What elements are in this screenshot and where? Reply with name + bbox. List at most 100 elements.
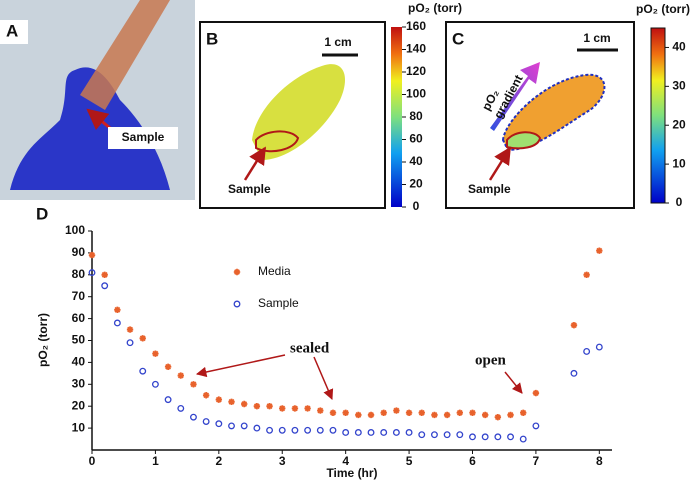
x-tick-label: 2 [215,454,222,468]
colorbar-tick-label: 0 [676,195,683,209]
data-point [456,409,464,416]
panel-c: C 1 cm pO₂ gradient Sample pO₂ (torr) [445,2,690,209]
data-point [494,413,502,421]
data-point [291,426,299,434]
data-point [431,411,438,419]
colorbar-tick-label: 100 [406,87,426,101]
data-point [101,271,108,278]
data-point [113,319,121,327]
y-axis-label: pO₂ (torr) [36,313,50,367]
data-point [532,389,540,397]
colorbar-title: pO₂ (torr) [636,2,690,16]
data-point [177,404,185,412]
data-point [253,424,261,432]
colorbar-tick-label: 160 [406,19,426,33]
arrow [313,356,334,400]
colorbar-tick-label: 30 [672,79,686,93]
colorbar-tick-label: 20 [672,117,686,131]
data-point [519,435,527,443]
data-point [190,381,197,388]
y-tick-label: 100 [65,223,85,237]
x-tick-label: 1 [152,454,159,468]
arrow [195,354,286,378]
panel-label: B [206,29,218,48]
data-point [304,405,311,412]
panel-label: C [452,29,464,48]
data-point [240,422,248,430]
x-tick-label: 4 [342,454,349,468]
colorbar-title: pO₂ (torr) [408,1,462,15]
data-point [253,403,261,410]
data-point [354,429,362,436]
colorbar-tick-label: 10 [672,156,686,170]
data-point [164,363,172,370]
data-point [342,409,349,416]
data-point [279,405,286,412]
data-point [456,431,464,439]
y-tick-label: 60 [72,311,86,325]
y-tick-label: 10 [72,420,86,434]
data-point [532,422,540,430]
data-point [380,409,387,416]
data-point [507,433,514,441]
y-tick-label: 90 [72,245,86,259]
data-point [88,251,96,259]
y-tick-label: 50 [72,333,86,347]
annotation: open [475,352,507,368]
scale-label: 1 cm [324,35,351,49]
data-point [443,411,451,419]
y-tick-label: 80 [72,267,86,281]
arrow [86,108,111,131]
data-point [329,409,337,416]
data-point [418,431,426,439]
data-point [329,426,337,434]
panel-label: D [36,204,48,223]
colorbar [391,27,402,207]
data-point [202,418,210,425]
y-tick-label: 70 [72,289,86,303]
tube [80,0,170,110]
data-point [583,271,590,278]
legend-label: Media [258,264,291,278]
data-point [240,400,248,408]
data-point [469,433,476,441]
x-tick-label: 0 [89,454,96,468]
data-point [164,396,172,404]
panel-b: B 1 cm Sample pO₂ (torr) [199,1,462,209]
map [501,73,606,152]
sample-label: Sample [228,182,271,196]
data-point [494,433,502,441]
data-point [430,431,438,439]
colorbar-tick-label: 0 [413,199,420,213]
data-point [583,348,591,355]
data-point [139,367,147,375]
gradient-arrow [490,62,540,131]
data-point [291,405,299,412]
data-point [367,411,375,419]
data-point [228,422,235,430]
sample-label: Sample [468,182,511,196]
data-point [520,409,527,416]
data-point [177,372,184,379]
scale-label: 1 cm [583,31,610,45]
arrow [488,146,512,181]
data-point [152,350,159,357]
map [252,64,345,160]
data-point [190,413,197,421]
x-tick-label: 8 [596,454,603,468]
x-tick-label: 3 [279,454,286,468]
data-point [481,411,489,419]
data-point [481,433,489,441]
data-point [405,429,413,436]
data-point [278,426,286,434]
colorbar-tick-label: 40 [672,40,686,54]
data-point [228,398,235,406]
data-point [393,407,400,414]
label-box [0,20,28,44]
colorbar-tick-label: 20 [409,177,423,191]
data-point [88,269,96,277]
colorbar-tick-label: 140 [406,42,426,56]
colorbar-tick-label: 60 [409,132,423,146]
